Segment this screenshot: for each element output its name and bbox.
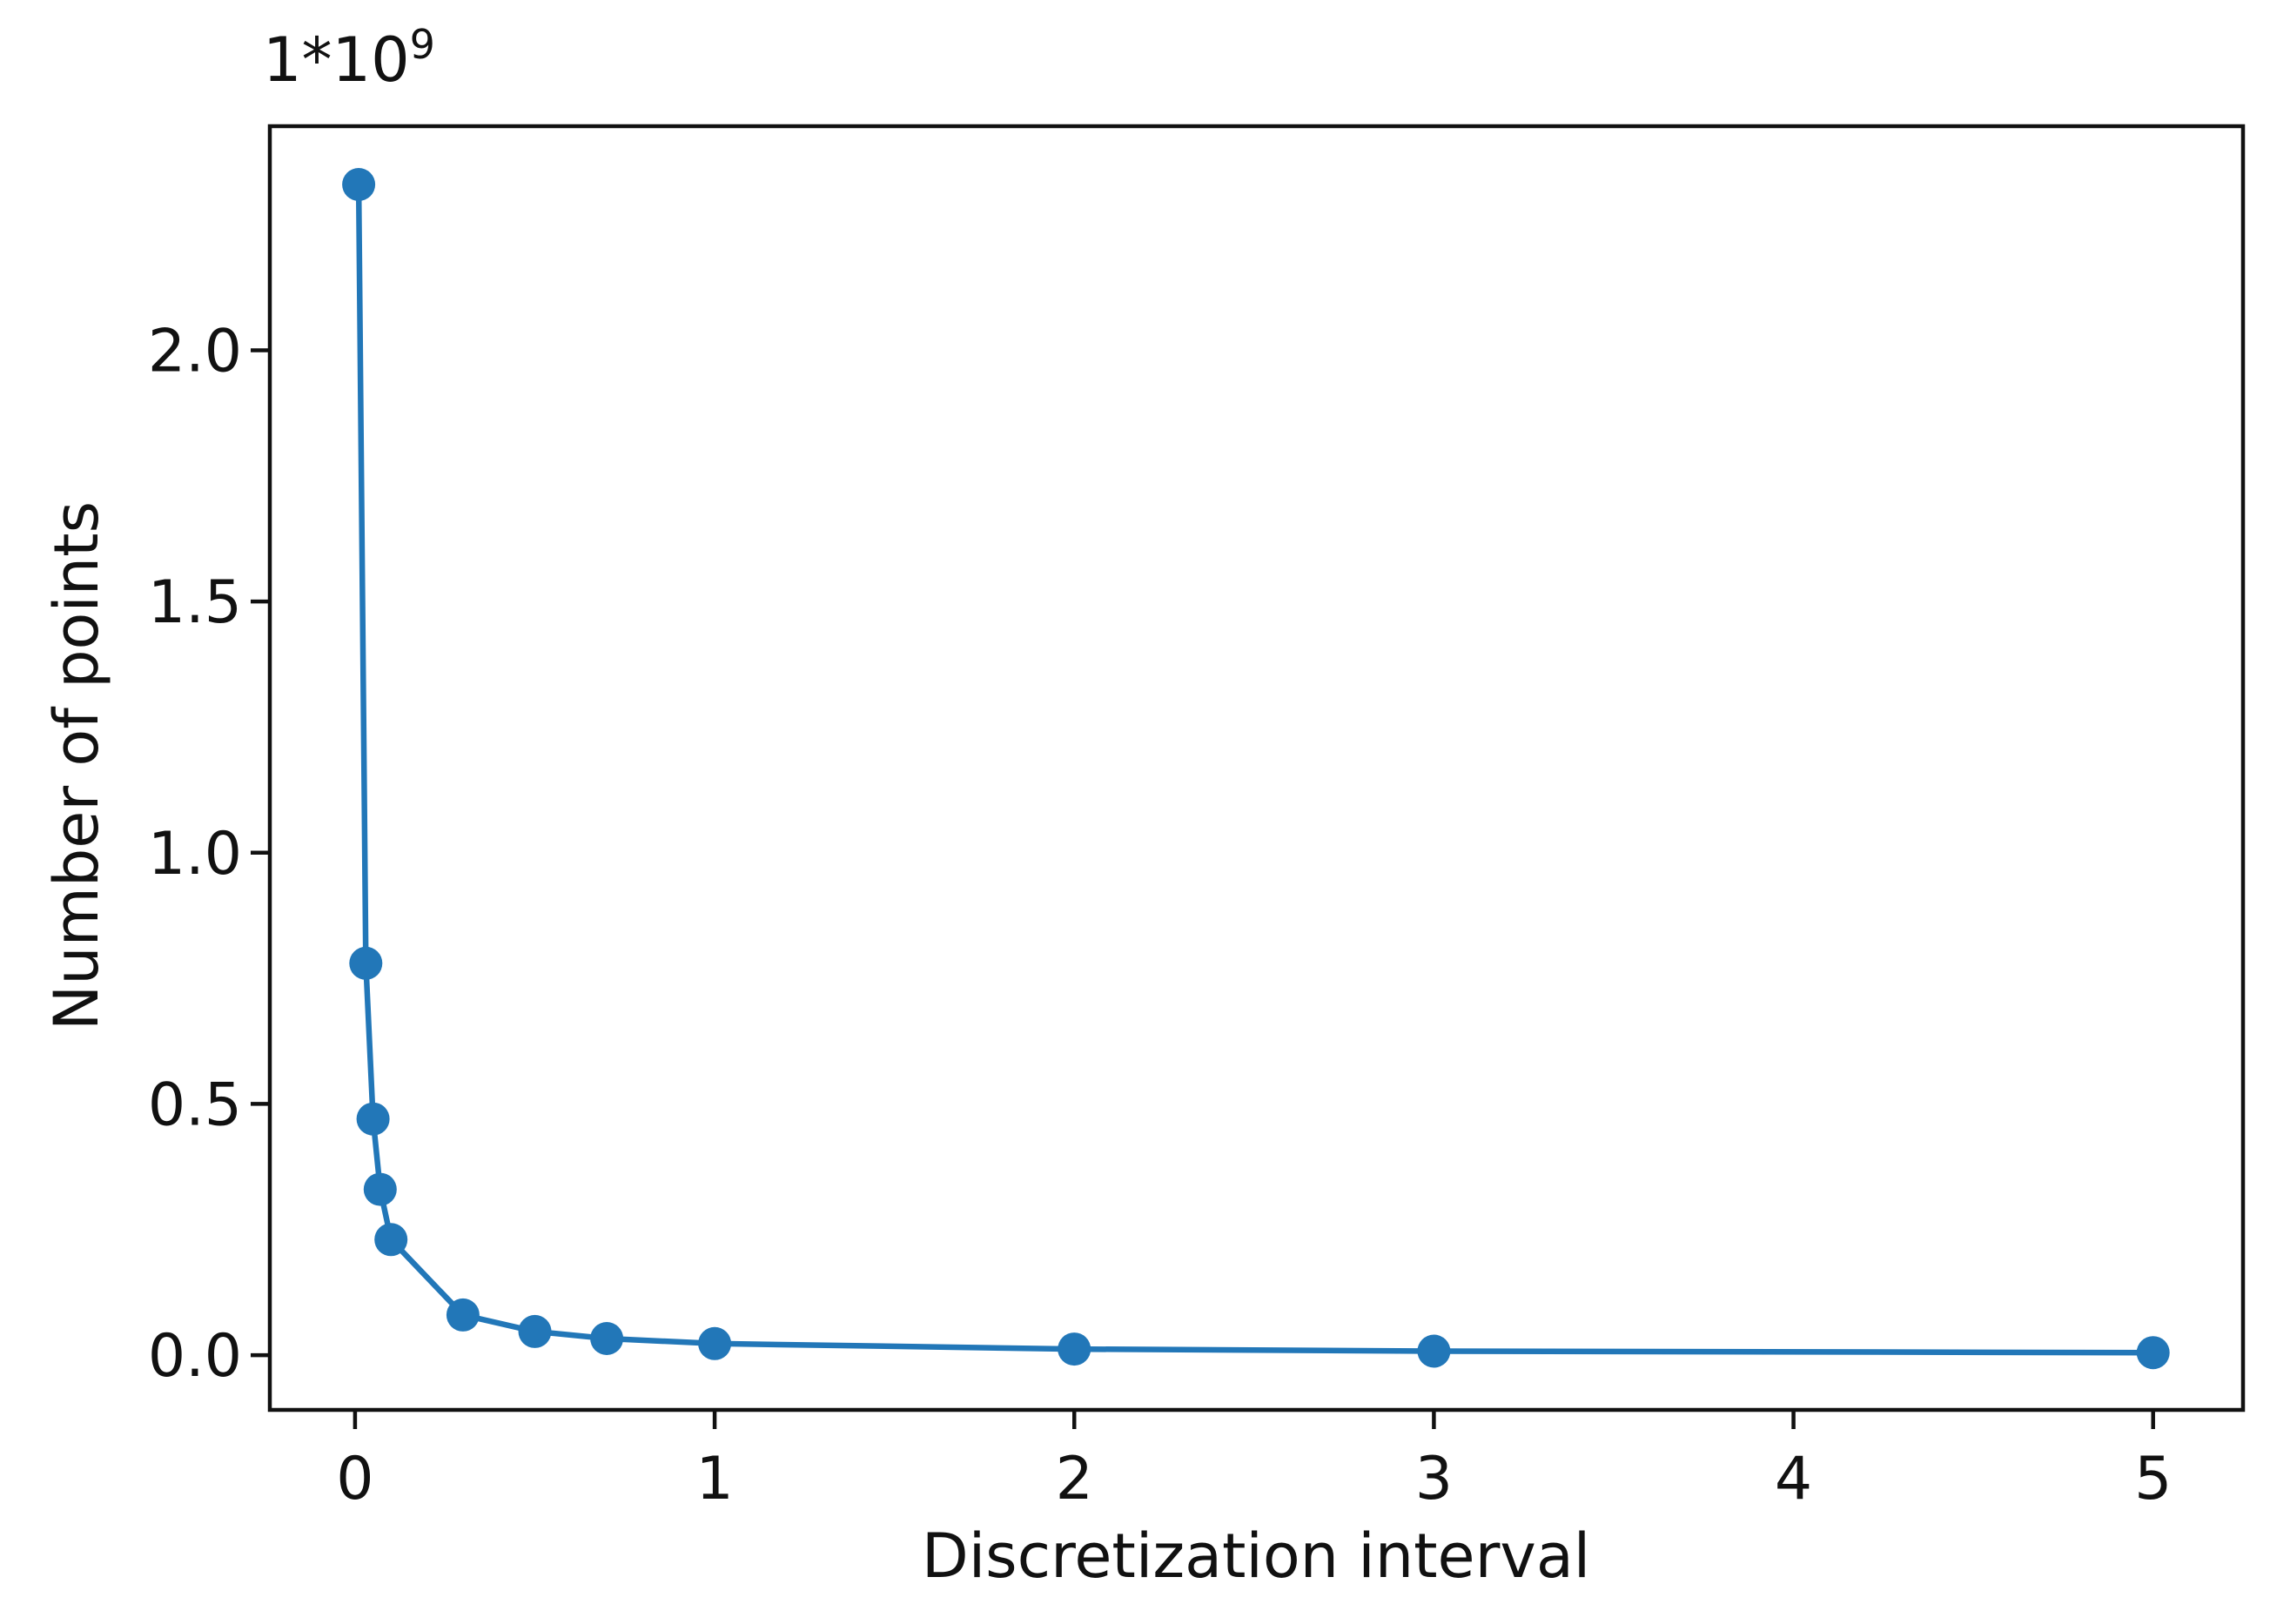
y-tick-label: 1.0 bbox=[148, 820, 242, 889]
data-point bbox=[1058, 1332, 1091, 1366]
x-tick-label: 4 bbox=[1775, 1445, 1812, 1513]
data-point bbox=[698, 1326, 732, 1360]
offset-exponent: 9 bbox=[410, 21, 435, 68]
data-series bbox=[342, 168, 2170, 1370]
axis-ticks: 0 1 2 3 4 5 0.0 0.5 1.0 1.5 2.0 bbox=[148, 317, 2172, 1513]
x-tick-label: 0 bbox=[336, 1445, 373, 1513]
y-axis-offset-text: 1*109 bbox=[263, 21, 435, 96]
y-tick-label: 0.0 bbox=[148, 1322, 242, 1391]
data-point bbox=[356, 1102, 390, 1136]
offset-base: 1*10 bbox=[263, 24, 410, 96]
x-tick-label: 2 bbox=[1056, 1445, 1093, 1513]
y-tick-label: 0.5 bbox=[148, 1070, 242, 1139]
series-line bbox=[355, 181, 2156, 1356]
y-tick-label: 1.5 bbox=[148, 568, 242, 637]
data-point bbox=[518, 1314, 552, 1348]
x-tick-label: 3 bbox=[1415, 1445, 1453, 1513]
plot-area bbox=[270, 126, 2243, 1410]
data-point bbox=[342, 168, 376, 201]
data-point bbox=[446, 1298, 480, 1332]
data-point bbox=[349, 946, 383, 980]
data-point bbox=[2136, 1336, 2170, 1370]
axes-spines bbox=[267, 124, 2246, 1413]
x-axis-label: Discretization interval bbox=[922, 1520, 1590, 1592]
x-tick-label: 5 bbox=[2134, 1445, 2172, 1513]
data-point bbox=[363, 1172, 397, 1206]
y-axis-label: Number of points bbox=[41, 501, 112, 1030]
data-point bbox=[1417, 1334, 1451, 1368]
data-point bbox=[374, 1223, 408, 1257]
y-tick-label: 2.0 bbox=[148, 317, 242, 386]
data-point bbox=[590, 1322, 624, 1355]
x-tick-label: 1 bbox=[695, 1445, 733, 1513]
